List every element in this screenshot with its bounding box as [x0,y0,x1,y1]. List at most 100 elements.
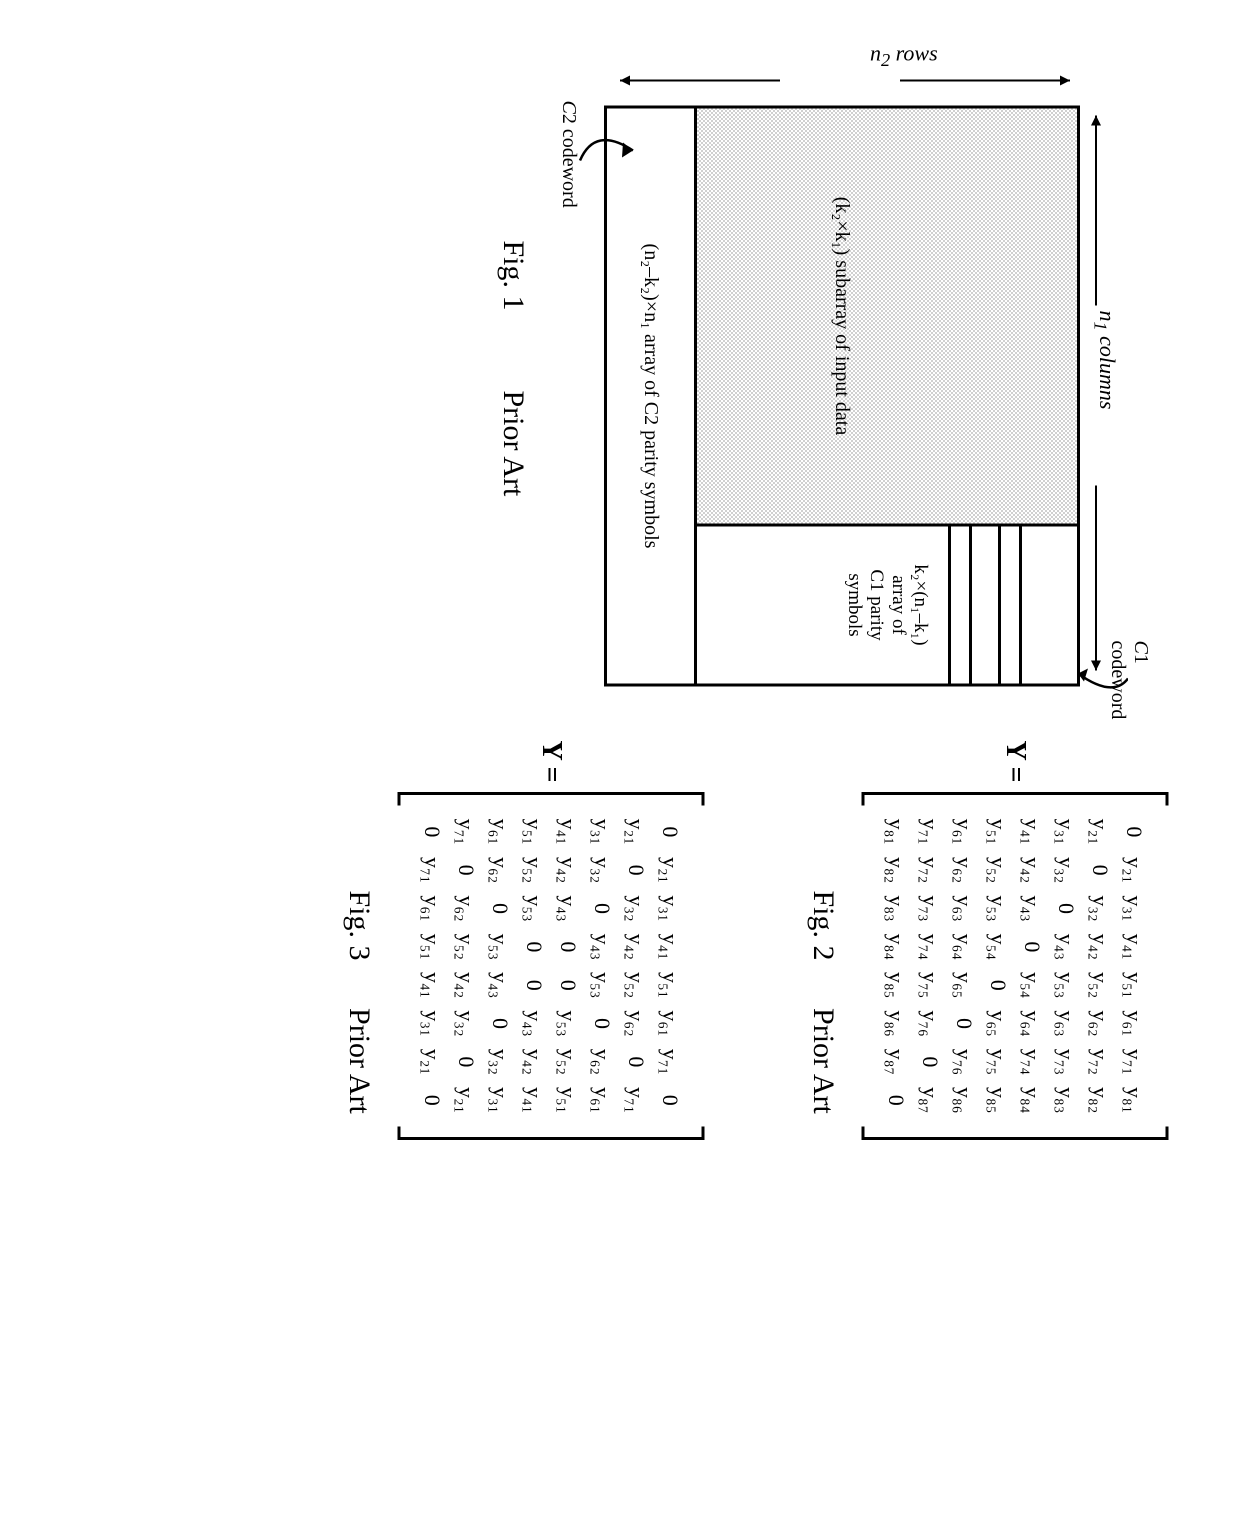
matrix-cell: y₆₁ [1117,1004,1151,1042]
fig3-caption: Fig. 3 [343,890,376,960]
matrix-cell: y₅₂ [449,927,483,965]
matrix-cell: y₃₁ [1117,889,1151,927]
left-bracket-fig3 [396,790,706,808]
product-code-array: (k₂×k₁) subarray of input data k₂×(n₁–k₁… [604,105,1080,686]
matrix-cell: y₈₂ [879,850,913,888]
fig2-caption: Fig. 2 [807,890,840,960]
matrix-cell: y₈₁ [879,812,913,850]
matrix-cell: y₄₁ [653,927,687,965]
matrix-cell: y₃₁ [1049,812,1083,850]
n1-arrow [1086,105,1106,680]
fig2-prior-art: Prior Art [807,1008,840,1114]
matrix-cell: y₇₆ [947,1042,981,1080]
matrix-cell: y₅₁ [517,812,551,850]
matrix-cell: y₆₁ [415,889,449,927]
matrix-cell: y₃₂ [1083,889,1117,927]
matrix-cell: 0 [551,966,585,1004]
matrix-cell: y₄₃ [1015,889,1049,927]
matrix-cell: y₂₁ [1083,812,1117,850]
matrix-cell: y₄₃ [551,889,585,927]
matrix-cell: y₅₁ [981,812,1015,850]
matrix-cell: y₃₁ [653,889,687,927]
matrix-cell: y₇₄ [913,927,947,965]
c2-codeword-arrow [575,115,635,185]
matrix-cell: 0 [449,850,483,888]
matrix-cell: y₆₂ [1083,1004,1117,1042]
c1-label: k₂×(n₁–k₁) array of C1 parity symbols [843,564,931,645]
matrix-cell: y₆₅ [947,966,981,1004]
matrix-cell: 0 [981,966,1015,1004]
fig2-Y: Y = [999,740,1031,782]
matrix-cell: y₃₂ [449,1004,483,1042]
fig1-caption: Fig. 1 [496,240,530,310]
matrix-cell: 0 [483,1004,517,1042]
matrix-cell: y₆₁ [653,1004,687,1042]
matrix-cell: y₆₂ [585,1042,619,1080]
matrix-cell: y₅₃ [981,889,1015,927]
matrix-cell: 0 [415,1081,449,1119]
matrix-cell: y₄₁ [415,966,449,1004]
matrix-cell: y₂₁ [415,1042,449,1080]
matrix-cell: y₅₃ [1049,966,1083,1004]
matrix-cell: y₆₂ [483,850,517,888]
matrix-cell: 0 [483,889,517,927]
matrix-cell: y₇₃ [1049,1042,1083,1080]
matrix-cell: y₇₁ [653,1042,687,1080]
matrix-cell: y₈₇ [879,1042,913,1080]
matrix-cell: y₆₂ [947,850,981,888]
matrix-cell: y₂₁ [619,812,653,850]
matrix-cell: y₅₂ [1083,966,1117,1004]
matrix-cell: y₃₂ [483,1042,517,1080]
matrix-cell: y₈₄ [879,927,913,965]
matrix-cell: y₇₃ [913,889,947,927]
matrix-cell: y₈₅ [981,1081,1015,1119]
matrix-cell: y₈₃ [879,889,913,927]
matrix-cell: y₅₃ [483,927,517,965]
matrix-cell: y₅₁ [1117,966,1151,1004]
matrix-cell: y₅₁ [415,927,449,965]
right-bracket-fig2 [860,1123,1170,1141]
matrix-cell: y₄₂ [1015,850,1049,888]
matrix-cell: y₈₅ [879,966,913,1004]
matrix-cell: y₄₃ [517,1004,551,1042]
n2-arrow [610,70,1080,90]
matrix-cell: y₅₁ [653,966,687,1004]
matrix-cell: y₇₅ [913,966,947,1004]
matrix-cell: y₆₄ [1015,1004,1049,1042]
right-bracket-fig3 [396,1123,706,1141]
matrix-cell: y₆₁ [585,1081,619,1119]
matrix-cell: y₄₁ [1117,927,1151,965]
matrix-cell: y₃₂ [1049,850,1083,888]
matrix-cell: y₄₃ [585,927,619,965]
matrix-cell: y₆₅ [981,1004,1015,1042]
matrix-cell: y₈₆ [947,1081,981,1119]
matrix-cell: 0 [1049,889,1083,927]
n2-rows-label: n2 rows [870,40,938,70]
matrix-cell: y₄₃ [483,966,517,1004]
matrix-cell: 0 [653,1081,687,1119]
matrix-cell: y₅₂ [981,850,1015,888]
matrix-cell: y₆₂ [449,889,483,927]
matrix-cell: y₄₂ [1083,927,1117,965]
fig3-prior-art: Prior Art [343,1008,376,1114]
matrix-cell: y₄₁ [551,812,585,850]
matrix-cell: y₂₁ [449,1081,483,1119]
fig2-block: Y = 0y₂₁y₃₁y₄₁y₅₁y₆₁y₇₁y₈₁y₂₁0y₃₂y₄₂y₅₂y… [806,740,1170,1460]
matrix-cell: 0 [913,1042,947,1080]
matrix-cell: 0 [619,850,653,888]
matrix-cell: y₇₁ [913,812,947,850]
matrix-cell: y₃₂ [585,850,619,888]
fig3-block: Y = 0y₂₁y₃₁y₄₁y₅₁y₆₁y₇₁0y₂₁0y₃₂y₄₂y₅₂y₆₂… [342,740,706,1460]
data-label: (k₂×k₁) subarray of input data [827,192,858,439]
matrix-cell: y₈₁ [1117,1081,1151,1119]
c2-label: (n₂–k₂)×n₁ array of C2 parity symbols [639,243,662,548]
matrices-container: Y = 0y₂₁y₃₁y₄₁y₅₁y₆₁y₇₁y₈₁y₂₁0y₃₂y₄₂y₅₂y… [242,740,1170,1460]
matrix-cell: y₄₁ [1015,812,1049,850]
matrix-cell: y₆₃ [1049,1004,1083,1042]
matrix-cell: y₈₇ [913,1081,947,1119]
matrix-cell: 0 [449,1042,483,1080]
matrix-cell: y₅₂ [551,1042,585,1080]
matrix-cell: y₆₁ [483,812,517,850]
matrix-cell: y₅₄ [1015,966,1049,1004]
matrix-cell: y₃₂ [619,889,653,927]
